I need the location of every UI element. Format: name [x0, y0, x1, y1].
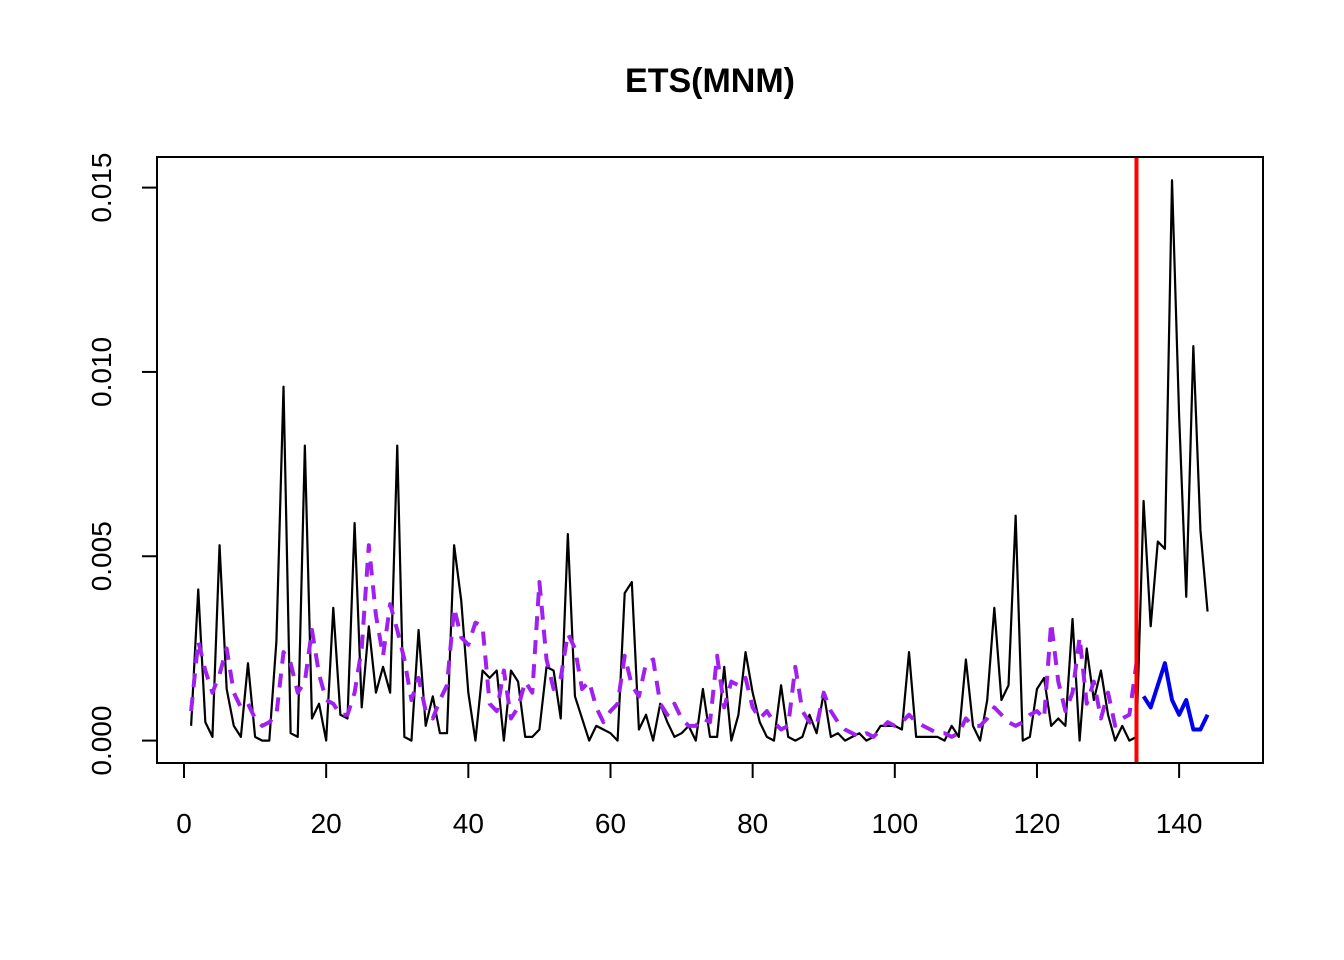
x-axis: 0 20 40 60 80 100 120 140 [176, 762, 1203, 839]
x-tick-label: 80 [737, 808, 768, 839]
x-tick-label: 20 [311, 808, 342, 839]
y-tick-label: 0.010 [86, 337, 117, 407]
y-tick-label: 0.015 [86, 153, 117, 223]
x-tick-label: 140 [1156, 808, 1203, 839]
fitted-series-line [189, 543, 1139, 739]
y-axis: 0.000 0.005 0.010 0.015 [86, 153, 158, 776]
y-tick-label: 0.000 [86, 706, 117, 776]
actuals-series-line [190, 179, 1209, 742]
y-tick-label: 0.005 [86, 521, 117, 591]
plot-marks [189, 157, 1210, 763]
chart-title: ETS(MNM) [625, 62, 795, 100]
x-tick-label: 40 [453, 808, 484, 839]
plot-frame [156, 156, 1264, 764]
x-tick-label: 120 [1014, 808, 1061, 839]
x-tick-label: 60 [595, 808, 626, 839]
x-tick-label: 100 [871, 808, 918, 839]
x-tick-label: 0 [176, 808, 192, 839]
forecast-series-line [1141, 661, 1210, 732]
